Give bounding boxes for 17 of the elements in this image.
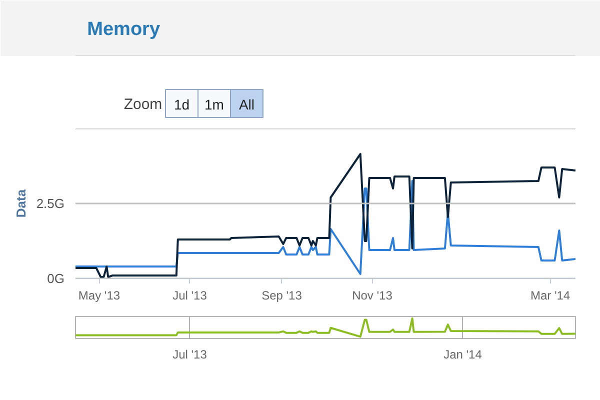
x-tick-label: Jul '13 (172, 348, 208, 362)
text: All (238, 96, 255, 112)
line-series (76, 180, 576, 275)
x-tick-label: Jan '14 (444, 348, 482, 362)
chart-title: Memory (87, 19, 160, 40)
x-tick-label: Mar '14 (530, 288, 570, 302)
y-tick-label: 0G (47, 271, 64, 286)
y-tick-label: 2.5G (36, 196, 65, 211)
x-tick-label: Jul '13 (172, 288, 208, 302)
text: 1d (174, 96, 190, 112)
x-tick-label: Nov '13 (352, 288, 393, 302)
text: Zoom (124, 96, 162, 113)
line-series (76, 153, 576, 278)
text: 1m (204, 96, 224, 112)
x-tick-label: May '13 (78, 288, 120, 302)
y-axis-title: Data (13, 188, 28, 218)
x-tick-label: Sep '13 (262, 288, 302, 302)
